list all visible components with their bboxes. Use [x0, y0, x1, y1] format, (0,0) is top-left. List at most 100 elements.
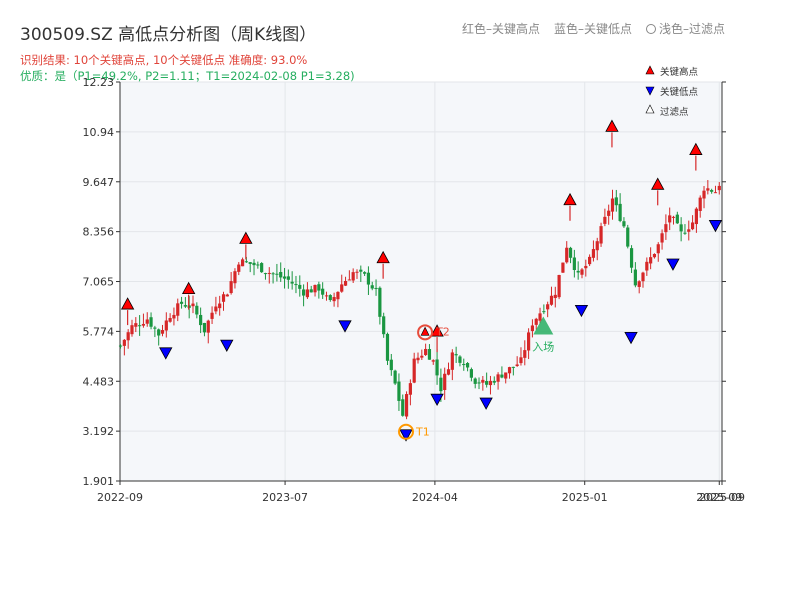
entry-marker: [533, 316, 554, 335]
candle-body: [610, 198, 615, 212]
candle-body: [424, 348, 428, 356]
candle-body: [134, 323, 138, 327]
y-tick-label: 12.23: [83, 76, 115, 89]
candle-body: [378, 287, 382, 317]
candle-body: [298, 284, 302, 289]
candle-body: [343, 280, 348, 286]
candle-body: [626, 227, 630, 247]
candle-body: [614, 197, 618, 206]
key-low-marker: [624, 331, 638, 345]
legend-red-high: 红色–关键高点: [462, 22, 541, 36]
candle-body: [664, 224, 668, 233]
legend-label: 过滤点: [660, 106, 689, 118]
candle-body: [324, 295, 329, 297]
candle-body: [363, 272, 367, 274]
candle-body: [294, 284, 298, 286]
candle-body: [618, 203, 622, 221]
candle-body: [553, 294, 557, 299]
candle-body: [549, 295, 554, 305]
candle-body: [229, 281, 233, 294]
t2-ring: [417, 324, 434, 341]
key-high-marker: [651, 177, 665, 190]
candle-body: [706, 188, 710, 191]
candle-body: [420, 355, 424, 358]
candle-body: [256, 264, 260, 266]
candle-body: [149, 317, 153, 327]
candle-body: [404, 394, 409, 417]
legend-high-marker: [645, 65, 655, 75]
candle-body: [309, 289, 313, 293]
candle-body: [595, 241, 599, 251]
candle-body: [351, 272, 355, 281]
candle-body: [469, 369, 473, 378]
candle-body: [511, 366, 515, 368]
candle-body: [347, 279, 351, 281]
chart-title: 300509.SZ 高低点分析图（周K线图）: [20, 25, 317, 45]
legend-label: 关键低点: [660, 86, 699, 98]
candle-body: [431, 360, 435, 362]
candle-body: [340, 284, 344, 292]
candle-body: [275, 273, 279, 275]
candle-body: [530, 325, 535, 332]
candle-body: [713, 192, 718, 194]
key-low-marker: [708, 219, 723, 233]
candle-body: [191, 303, 195, 307]
candle-body: [138, 325, 142, 327]
t1-label: T1: [415, 426, 430, 439]
legend-label: 关键高点: [660, 66, 699, 78]
candle-body: [237, 264, 241, 272]
candle-body: [584, 265, 588, 269]
candle-body: [576, 270, 580, 273]
candle-body: [660, 233, 664, 243]
candle-body: [130, 325, 134, 335]
candle-body: [504, 372, 508, 379]
key-low-marker: [159, 347, 173, 360]
key-high-marker: [689, 142, 703, 155]
candle-body: [534, 318, 538, 325]
candle-body: [649, 257, 653, 264]
candle-body: [157, 329, 161, 336]
y-tick-label: 5.774: [83, 325, 115, 338]
candle-body: [443, 373, 447, 390]
t2-label: T2: [435, 325, 450, 338]
candle-body: [565, 247, 569, 263]
candle-body: [164, 320, 168, 331]
candle-body: [195, 305, 199, 315]
candle-body: [141, 323, 146, 326]
candle-body: [317, 284, 321, 291]
y-tick-label: 9.647: [83, 176, 115, 189]
key-low-marker: [574, 304, 589, 318]
candle-body: [603, 216, 607, 224]
candle-body: [702, 190, 706, 199]
candle-body: [225, 294, 229, 297]
candle-body: [523, 350, 527, 358]
key-low-marker: [430, 393, 444, 407]
candle-body: [305, 289, 310, 298]
candle-body: [698, 197, 702, 211]
candle-body: [580, 269, 584, 275]
t1-ring: [398, 423, 415, 440]
candle-body: [683, 232, 687, 234]
candle-body: [500, 374, 504, 378]
top-legend: 红色–关键高点 蓝色–关键低点 浅色–过滤点: [462, 20, 725, 37]
candle-body: [622, 221, 626, 227]
candle-body: [507, 367, 512, 374]
candle-body: [694, 208, 698, 225]
candle-body: [401, 399, 405, 416]
candle-body: [599, 226, 603, 244]
candle-body: [607, 210, 611, 216]
candle-body: [248, 262, 252, 264]
candle-body: [435, 359, 439, 376]
candle-body: [321, 288, 325, 295]
x-tick-label: 2023-07: [262, 491, 308, 504]
candle-body: [652, 253, 657, 258]
y-tick-label: 4.483: [83, 375, 115, 388]
candle-body: [279, 271, 283, 278]
y-tick-label: 7.065: [83, 276, 115, 289]
candle-body: [588, 256, 592, 265]
candle-body: [458, 356, 462, 363]
result-subtitle: 识别结果: 10个关键高点, 10个关键低点 准确度: 93.0%: [20, 53, 308, 67]
candle-body: [462, 363, 466, 366]
candle-body: [382, 316, 386, 335]
candle-body: [572, 257, 576, 271]
